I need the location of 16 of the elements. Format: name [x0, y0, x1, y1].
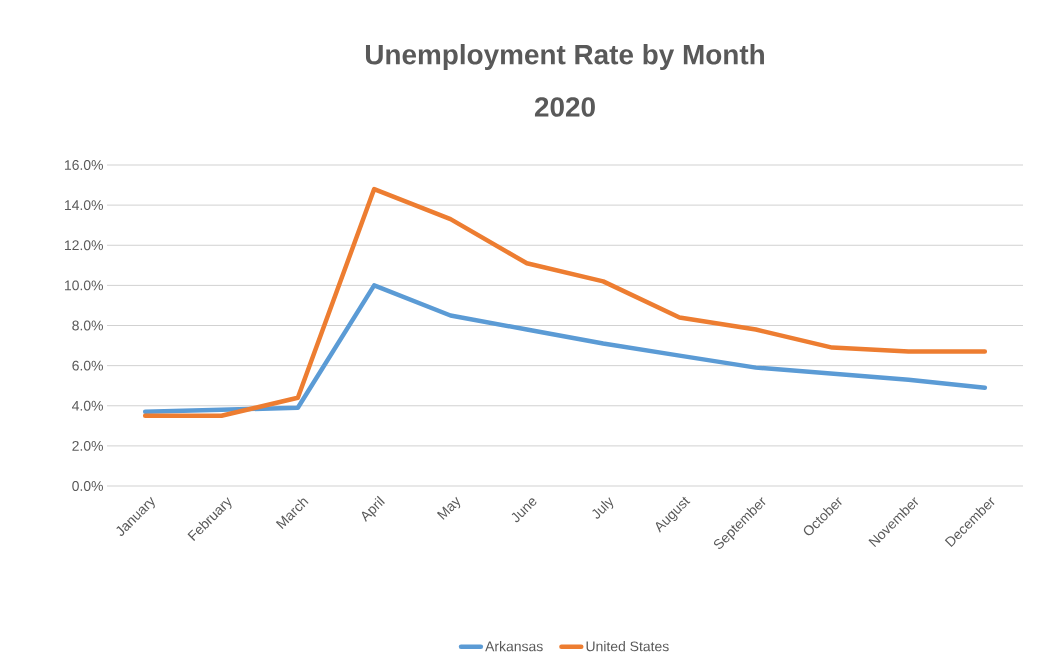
legend-label: Arkansas [485, 641, 543, 652]
legend-label: United States [586, 641, 669, 652]
y-tick-label: 4.0% [72, 400, 103, 411]
y-tick-label: 10.0% [64, 280, 103, 291]
line-series [142, 186, 988, 419]
x-tick-label: July [592, 497, 614, 519]
y-tick-label: 2.0% [72, 440, 103, 451]
x-tick-label: May [436, 496, 461, 520]
y-tick-label: 8.0% [72, 320, 103, 331]
chart-title: Unemployment Rate by Month [365, 44, 764, 70]
y-tick-label: 14.0% [64, 200, 103, 211]
chart-subtitle: 2020 [534, 97, 595, 117]
y-tick-label: 0.0% [72, 481, 103, 491]
y-tick-label: 6.0% [72, 360, 103, 371]
y-tick-label: 16.0% [64, 160, 103, 170]
y-tick-label: 12.0% [64, 240, 103, 251]
